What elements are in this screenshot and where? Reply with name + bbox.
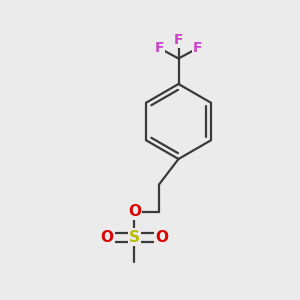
Text: F: F [193,41,203,55]
Text: O: O [128,204,141,219]
Text: O: O [100,230,113,244]
Text: S: S [129,230,140,244]
Text: F: F [174,33,183,47]
Text: F: F [154,41,164,55]
Text: O: O [155,230,169,244]
